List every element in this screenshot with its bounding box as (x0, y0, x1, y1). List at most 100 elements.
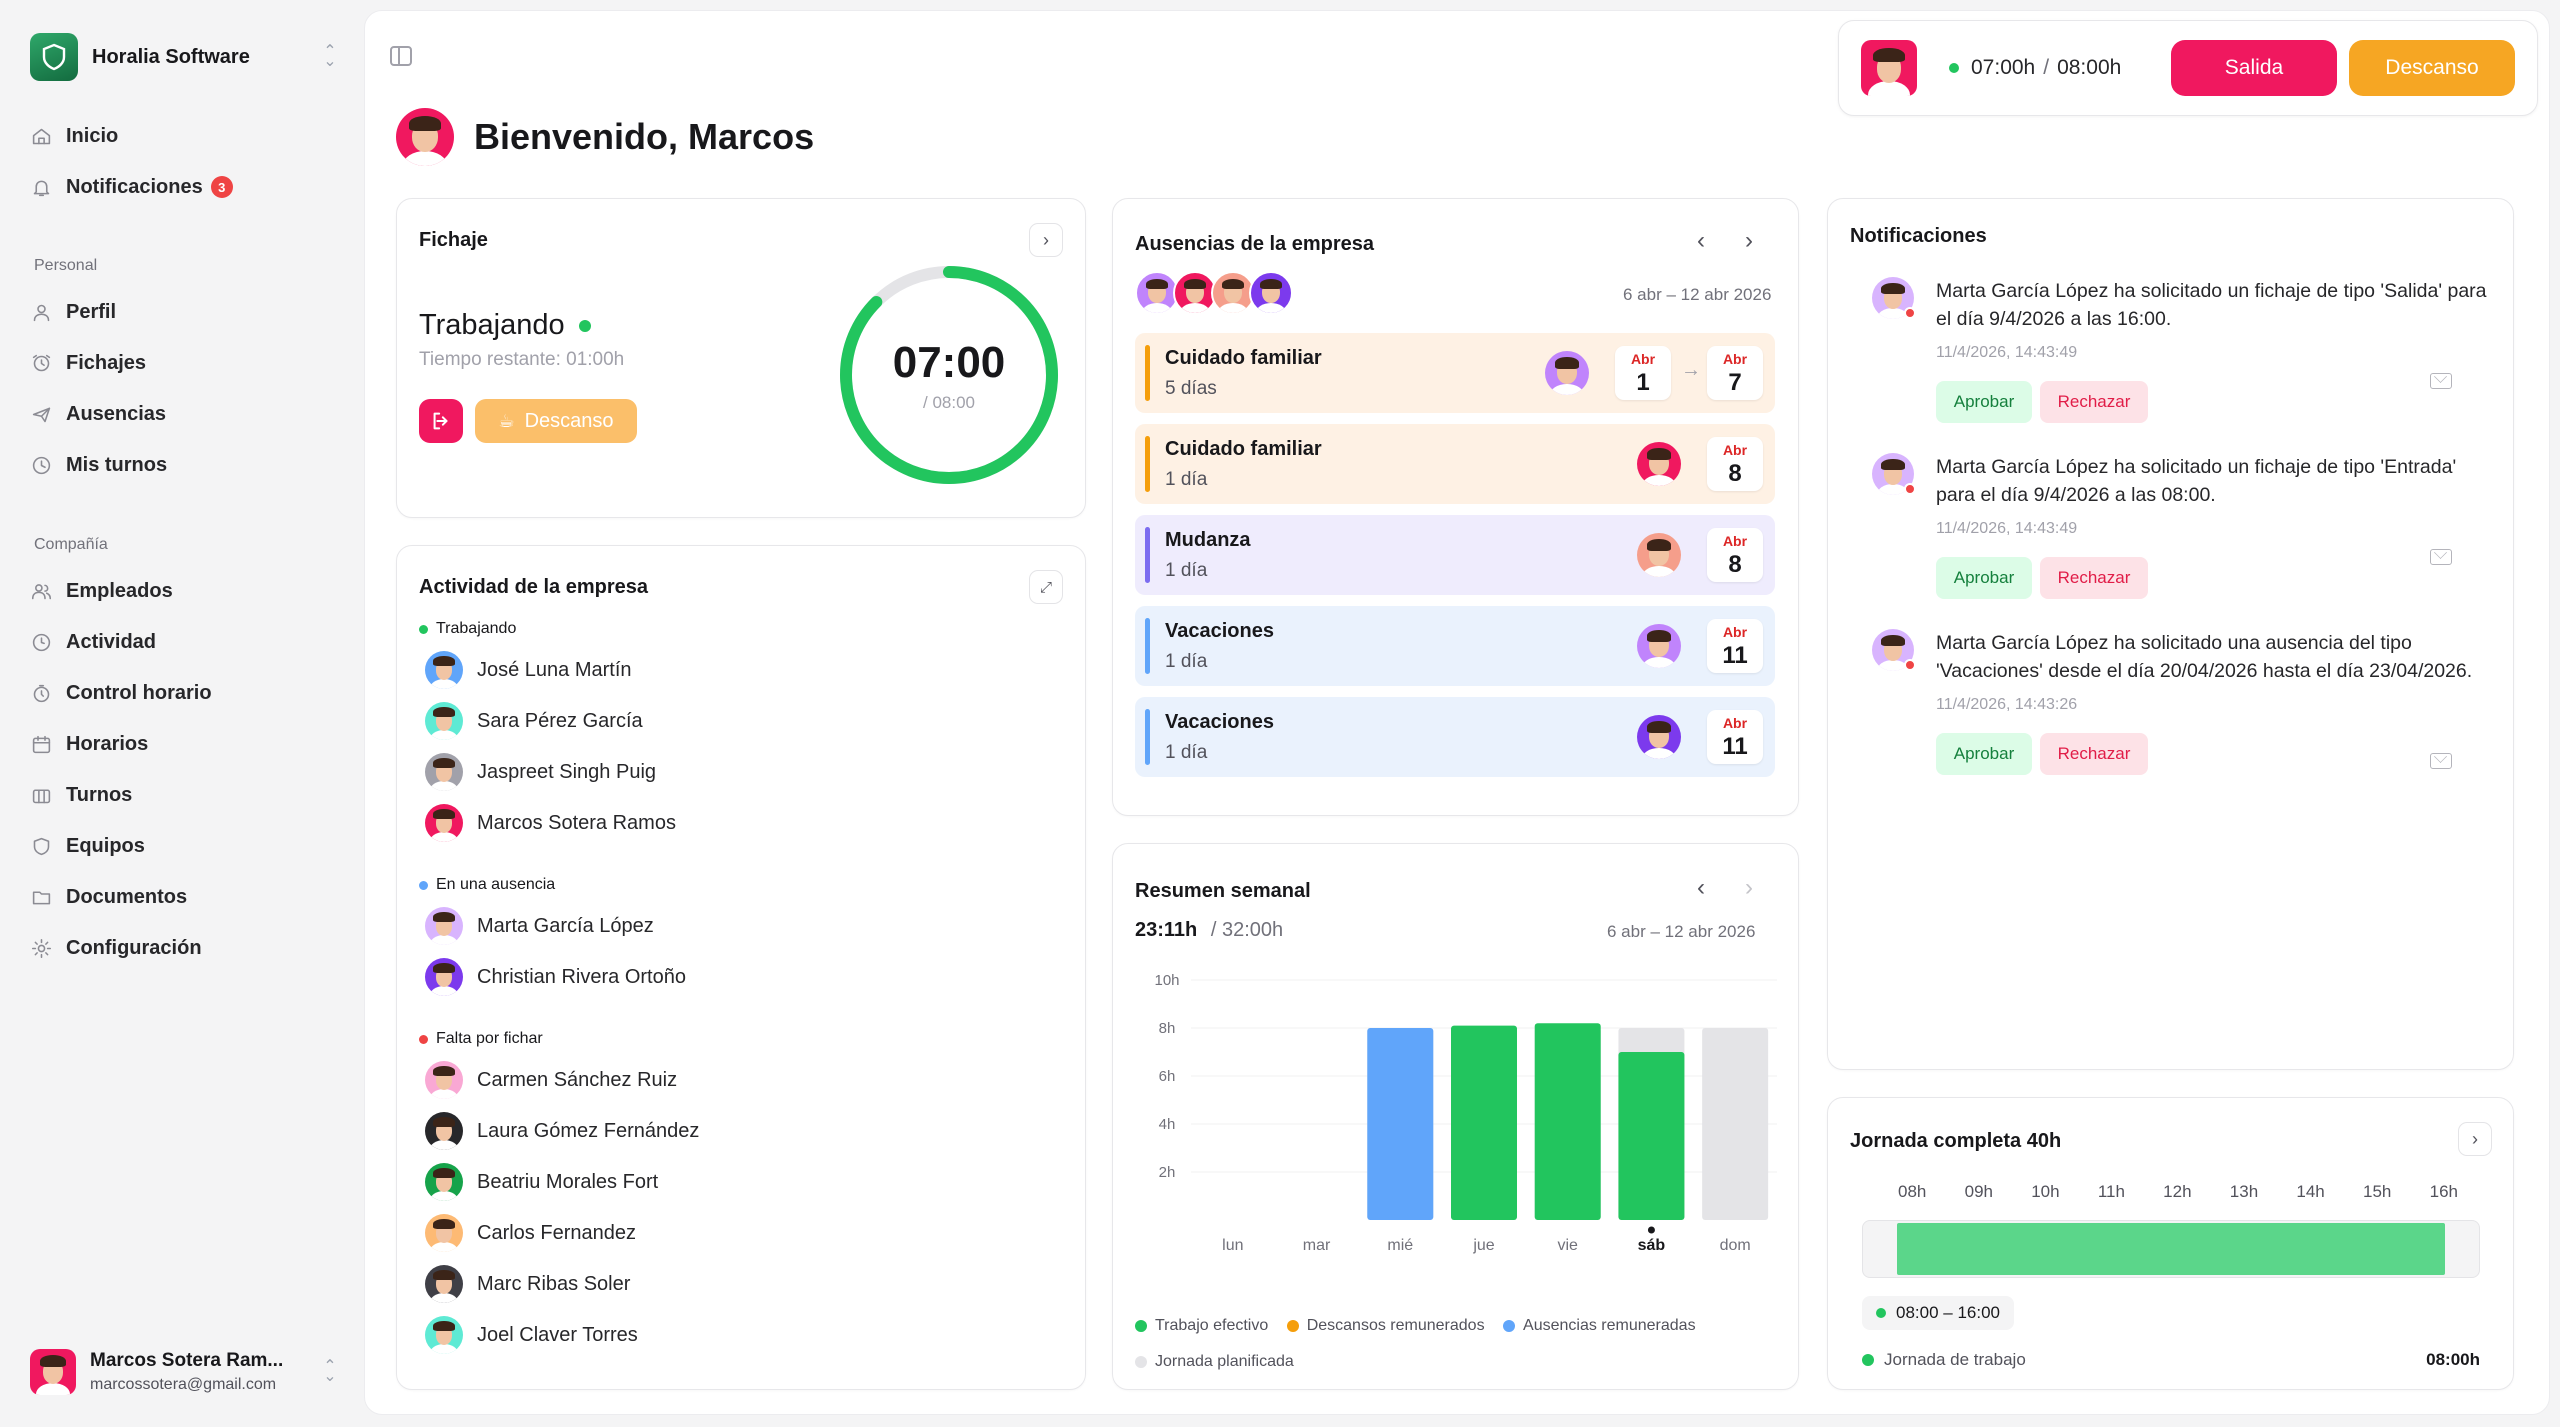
start-month: Abr (1722, 533, 1748, 549)
absence-duration: 1 día (1165, 469, 1208, 490)
x-tick-label: mar (1303, 1237, 1331, 1254)
reject-button[interactable]: Rechazar (2040, 733, 2148, 775)
salida-button[interactable]: Salida (2171, 40, 2337, 96)
user-menu[interactable]: Marcos Sotera Ram... marcossotera@gmail.… (30, 1344, 340, 1400)
hour-tick: 16h (2429, 1182, 2458, 1201)
status-dot (578, 319, 591, 332)
notification-text: Marta García López ha solicitado una aus… (1936, 632, 2473, 682)
avatar (425, 651, 463, 689)
sidebar-toggle-icon[interactable] (390, 46, 412, 66)
unread-dot (1904, 483, 1916, 495)
sidebar-item-fichajes[interactable]: Fichajes (30, 343, 340, 383)
date-range: 6 abr – 12 abr 2026 (1623, 285, 1772, 304)
sidebar-item-inicio[interactable]: Inicio (30, 116, 340, 156)
legend-label: Ausencias remuneradas (1523, 1317, 1696, 1334)
sidebar-item-turnos[interactable]: Turnos (30, 775, 340, 815)
progress-ring: 07:00 / 08:00 (840, 266, 1058, 484)
sidebar-item-equipos[interactable]: Equipos (30, 826, 340, 866)
employee-row[interactable]: José Luna Martín (425, 650, 632, 690)
x-tick-label: jue (1472, 1237, 1494, 1254)
company-switcher[interactable]: Horalia Software ⌃ ⌄ (30, 30, 340, 84)
mail-icon[interactable] (2430, 549, 2452, 565)
start-month: Abr (1630, 351, 1656, 367)
absence-color-bar (1145, 709, 1150, 765)
sidebar-item-label: Inicio (66, 124, 119, 147)
expand-icon[interactable]: ⤢ (1029, 570, 1063, 604)
break-button[interactable]: ☕ Descanso (475, 399, 637, 443)
time-total: 08:00h (2057, 56, 2122, 79)
folder-icon (30, 886, 52, 908)
sidebar-item-mis-turnos[interactable]: Mis turnos (30, 445, 340, 485)
chevron-right-icon[interactable]: › (1745, 874, 1753, 901)
avatar (425, 1061, 463, 1099)
sidebar-item-perfil[interactable]: Perfil (30, 292, 340, 332)
sidebar-item-label: Empleados (66, 579, 173, 602)
workday-label: Jornada de trabajo (1884, 1350, 2026, 1369)
absence-row[interactable]: Vacaciones 1 día Abr 11 (1135, 697, 1775, 777)
absence-duration: 5 días (1165, 378, 1217, 399)
ausencias-card: Ausencias de la empresa ‹ › 6 abr – 12 a… (1112, 198, 1799, 816)
sidebar-item-configuracion[interactable]: Configuración (30, 928, 340, 968)
employee-row[interactable]: Marc Ribas Soler (425, 1264, 630, 1304)
total-hours: 23:11h (1135, 919, 1198, 941)
y-tick-label: 6h (1159, 1068, 1176, 1085)
sidebar-item-empleados[interactable]: Empleados (30, 571, 340, 611)
approve-button[interactable]: Aprobar (1936, 733, 2032, 775)
reject-button[interactable]: Rechazar (2040, 381, 2148, 423)
absence-row[interactable]: Vacaciones 1 día Abr 11 (1135, 606, 1775, 686)
chevron-right-icon[interactable]: › (1029, 223, 1063, 257)
avatar (396, 108, 454, 166)
x-tick-label: mié (1387, 1237, 1413, 1254)
chevron-updown-icon: ⌃ ⌄ (323, 1358, 337, 1385)
sidebar-item-horarios[interactable]: Horarios (30, 724, 340, 764)
employee-name: Joel Claver Torres (477, 1323, 638, 1346)
unread-dot (1904, 659, 1916, 671)
chevron-right-icon[interactable]: › (2458, 1122, 2492, 1156)
logout-icon (433, 412, 448, 430)
status-text: Trabajando (419, 309, 565, 341)
sidebar-item-actividad[interactable]: Actividad (30, 622, 340, 662)
absence-row[interactable]: Cuidado familiar 1 día Abr 8 (1135, 424, 1775, 504)
employee-row[interactable]: Laura Gómez Fernández (425, 1111, 699, 1151)
approve-button[interactable]: Aprobar (1936, 557, 2032, 599)
employee-row[interactable]: Jaspreet Singh Puig (425, 752, 656, 792)
employee-row[interactable]: Marcos Sotera Ramos (425, 803, 676, 843)
employee-name: Beatriu Morales Fort (477, 1170, 659, 1193)
x-tick-label: sáb (1638, 1237, 1666, 1254)
sidebar-item-label: Configuración (66, 936, 202, 959)
plane-icon (30, 403, 52, 425)
absence-type: Vacaciones (1165, 711, 1274, 733)
sidebar-item-control-horario[interactable]: Control horario (30, 673, 340, 713)
legend-item: Trabajo efectivo (1135, 1309, 1268, 1343)
employee-row[interactable]: Carmen Sánchez Ruiz (425, 1060, 677, 1100)
break-label: Descanso (524, 409, 614, 432)
absence-row[interactable]: Mudanza 1 día Abr 8 (1135, 515, 1775, 595)
sidebar-item-notificaciones[interactable]: Notificaciones 3 (30, 167, 340, 207)
exit-button[interactable] (419, 399, 463, 443)
descanso-button[interactable]: Descanso (2349, 40, 2515, 96)
chevron-left-icon[interactable]: ‹ (1697, 874, 1705, 901)
employee-row[interactable]: Marta García López (425, 906, 654, 946)
employee-row[interactable]: Christian Rivera Ortoño (425, 957, 686, 997)
start-date: Abr 11 (1707, 710, 1763, 764)
employee-row[interactable]: Joel Claver Torres (425, 1315, 638, 1355)
chevron-left-icon[interactable]: ‹ (1697, 227, 1705, 254)
absence-type: Vacaciones (1165, 620, 1274, 642)
absence-row[interactable]: Cuidado familiar 5 días Abr 1 → Abr 7 (1135, 333, 1775, 413)
mail-icon[interactable] (2430, 753, 2452, 769)
chevron-right-icon[interactable]: › (1745, 227, 1753, 254)
mail-icon[interactable] (2430, 373, 2452, 389)
user-icon (30, 301, 52, 323)
employee-row[interactable]: Beatriu Morales Fort (425, 1162, 658, 1202)
approve-button[interactable]: Aprobar (1936, 381, 2032, 423)
avatar (1637, 442, 1681, 486)
sidebar-item-label: Perfil (66, 300, 117, 323)
hour-tick: 08h (1898, 1182, 1927, 1201)
employee-row[interactable]: Sara Pérez García (425, 701, 643, 741)
employee-row[interactable]: Carlos Fernandez (425, 1213, 636, 1253)
welcome-header: Bienvenido, Marcos (396, 108, 814, 166)
sidebar-item-ausencias[interactable]: Ausencias (30, 394, 340, 434)
sidebar-item-label: Equipos (66, 834, 145, 857)
reject-button[interactable]: Rechazar (2040, 557, 2148, 599)
sidebar-item-documentos[interactable]: Documentos (30, 877, 340, 917)
